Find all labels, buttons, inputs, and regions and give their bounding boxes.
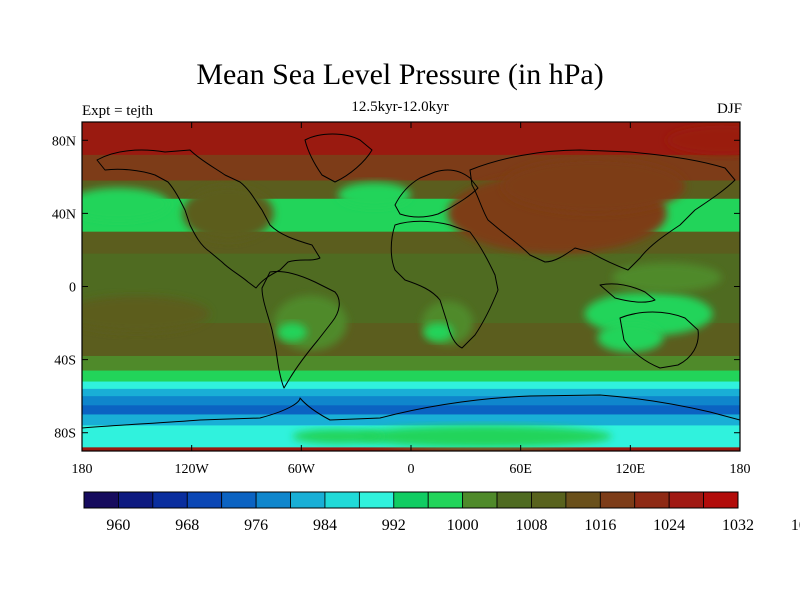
pressure-feature: [337, 182, 412, 208]
coastline-indonesia: [599, 283, 656, 303]
latitude-tick-label: 80N: [52, 134, 76, 149]
pressure-feature: [612, 262, 722, 292]
colorbar-label: 968: [175, 517, 199, 534]
colorbar-swatch: [221, 491, 257, 509]
pressure-feature: [423, 323, 454, 342]
colorbar-swatch: [531, 491, 567, 509]
colorbar-label: 1024: [653, 517, 685, 534]
colorbar-label: 1032: [722, 517, 754, 534]
colorbar-label: 1000: [447, 517, 479, 534]
coastline-north-america: [96, 149, 321, 289]
colorbar-swatch: [255, 491, 291, 509]
colorbar-swatch: [634, 491, 670, 509]
time-range-subtitle: 12.5kyr-12.0kyr: [351, 99, 449, 115]
pressure-feature: [292, 429, 384, 444]
longitude-axis: 180 120W 60W 0 60E 120E 180: [72, 122, 751, 477]
pressure-feature: [277, 323, 307, 342]
longitude-tick-label: 120W: [175, 462, 210, 477]
experiment-label: Expt = tejth: [82, 103, 153, 119]
colorbar-swatch: [152, 491, 188, 509]
colorbar-border: [83, 491, 739, 509]
latitude-tick-label: 0: [69, 281, 76, 296]
coastline-south-america: [261, 271, 340, 389]
coastline-africa: [390, 220, 499, 349]
pressure-feature: [666, 125, 740, 155]
colorbar-label: 1016: [584, 517, 616, 534]
colorbar-swatch: [668, 491, 704, 509]
pressure-band: [82, 388, 740, 397]
colorbar-swatch: [290, 491, 326, 509]
colorbar-swatch: [393, 491, 429, 509]
colorbar-swatch: [83, 491, 119, 509]
coastline-europe: [394, 169, 479, 218]
colorbar-swatch: [427, 491, 464, 509]
colorbar-swatch: [358, 491, 395, 509]
pressure-anomalies: [82, 125, 740, 448]
longitude-tick-label: 180: [730, 462, 751, 477]
coastlines: [82, 133, 740, 429]
longitude-tick-label: 60W: [288, 462, 316, 477]
colorbar-label: 984: [313, 517, 337, 534]
latitude-axis: 80N 40N 0 40S 80S: [52, 134, 740, 442]
colorbar-label: 960: [106, 517, 130, 534]
colorbar-swatch: [703, 491, 739, 509]
pressure-map: [82, 122, 740, 451]
colorbar-swatch: [118, 491, 154, 509]
coastline-asia: [469, 149, 736, 271]
colorbar-label: 976: [244, 517, 268, 534]
latitude-tick-label: 40S: [54, 354, 76, 369]
latitude-tick-label: 40N: [52, 207, 76, 222]
pressure-feature: [502, 158, 686, 214]
pressure-band: [82, 396, 740, 406]
colorbar-swatch: [565, 491, 601, 509]
colorbar-swatch: [599, 491, 636, 509]
longitude-tick-label: 0: [408, 462, 415, 477]
colorbar-label: 1040: [791, 517, 800, 534]
pressure-feature: [356, 425, 613, 448]
latitude-tick-label: 80S: [54, 427, 76, 442]
colorbar-swatch: [496, 491, 532, 509]
season-label: DJF: [716, 101, 742, 117]
pressure-feature: [82, 295, 210, 333]
coastline-australia: [619, 311, 699, 369]
pressure-feature: [182, 185, 274, 241]
colorbar: [83, 491, 739, 509]
coastline-antarctica: [82, 394, 740, 429]
colorbar-swatch: [324, 491, 360, 509]
pressure-band: [82, 355, 740, 372]
pressure-band: [82, 405, 740, 415]
colorbar-label: 992: [382, 517, 406, 534]
pressure-feature: [273, 295, 348, 351]
colorbar-labels: 960 968 976 984 992 1000 1008 1016 1024 1032 1040: [106, 517, 800, 534]
pressure-feature: [82, 187, 170, 221]
coastline-greenland: [304, 133, 373, 183]
longitude-tick-label: 60E: [509, 462, 532, 477]
colorbar-swatch: [186, 491, 223, 509]
pressure-feature: [597, 323, 664, 353]
page-title: Mean Sea Level Pressure (in hPa): [196, 58, 604, 91]
longitude-tick-label: 120E: [616, 462, 646, 477]
colorbar-swatch: [462, 491, 498, 509]
pressure-band: [82, 414, 740, 426]
pressure-band: [82, 381, 740, 390]
longitude-tick-label: 180: [72, 462, 93, 477]
pressure-band: [82, 370, 740, 383]
colorbar-label: 1008: [515, 517, 547, 534]
